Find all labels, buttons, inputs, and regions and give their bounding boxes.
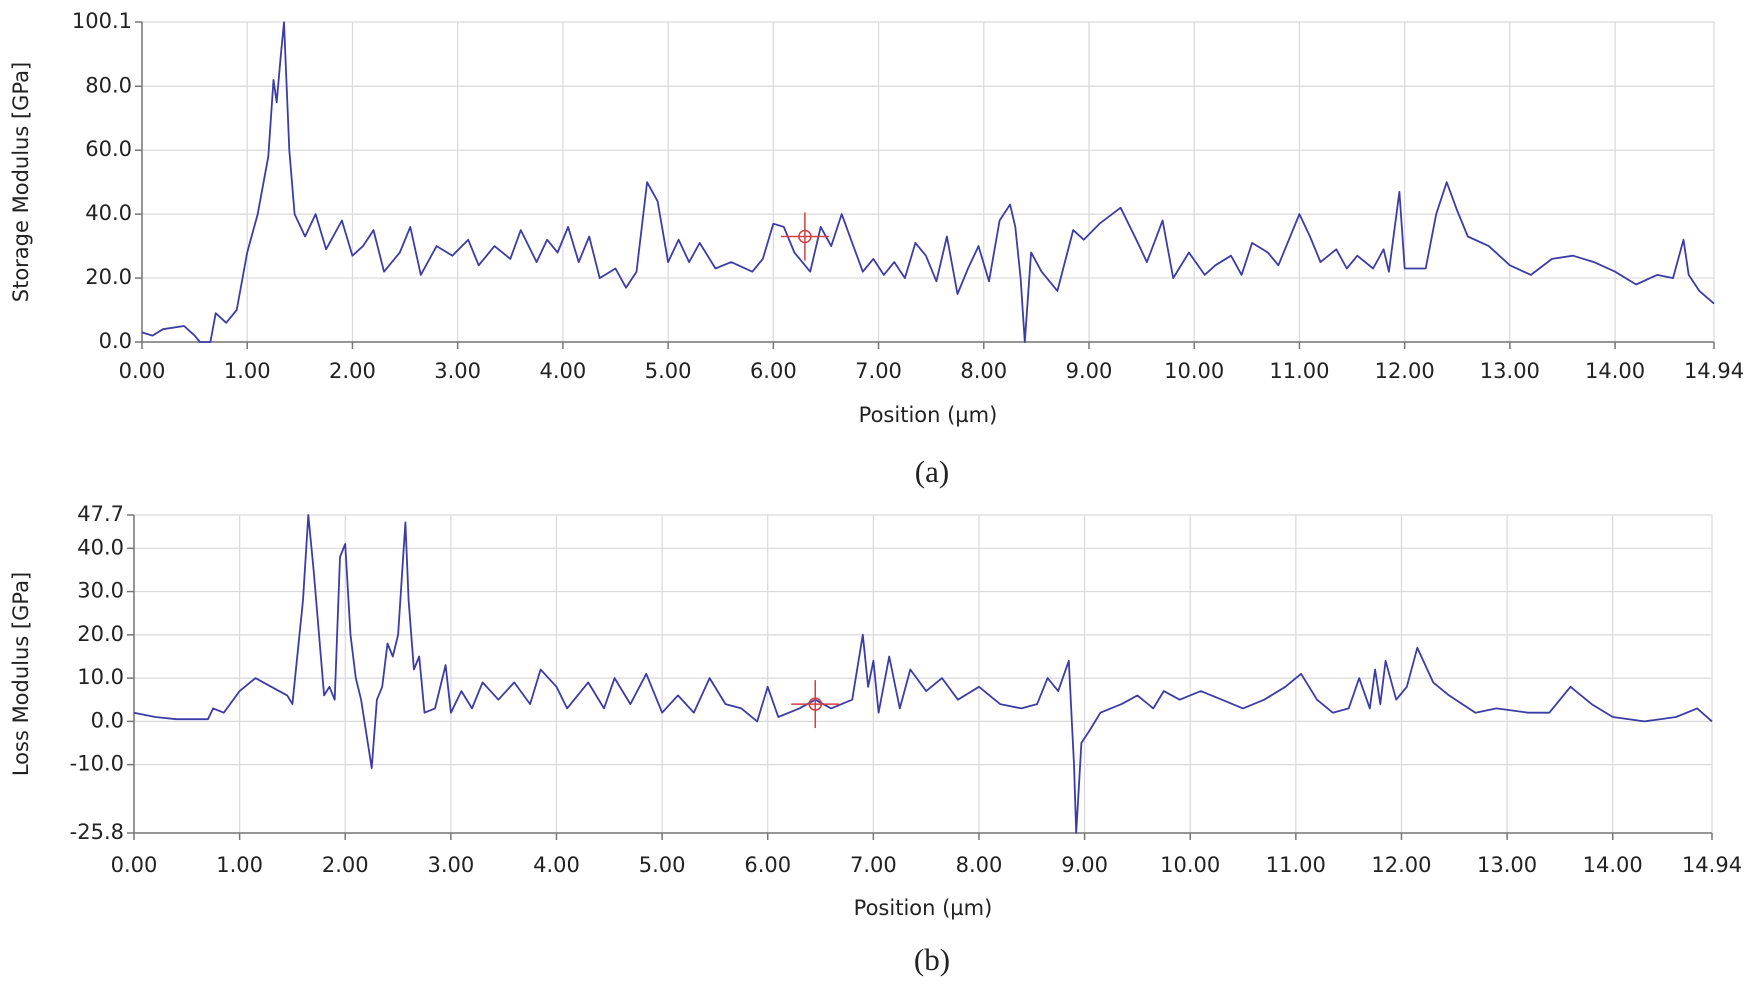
data-line <box>133 514 1713 834</box>
x-tick-label: 2.00 <box>329 359 376 383</box>
x-tick-label: 1.00 <box>216 853 263 877</box>
y-axis-label: Loss Modulus [GPa] <box>9 572 33 776</box>
cursor <box>791 680 840 729</box>
x-tick-label: 14.00 <box>1585 359 1645 383</box>
x-tick-label: 5.00 <box>645 359 692 383</box>
x-tick-label: 6.00 <box>750 359 797 383</box>
cursor-part <box>808 697 823 711</box>
x-tick-label: 7.00 <box>850 853 897 877</box>
y-tick-label: -25.8 <box>70 820 124 844</box>
x-tick-label: 0.00 <box>111 853 158 877</box>
y-tick-label: -10.0 <box>70 752 124 776</box>
y-tick-label: 0.0 <box>99 329 132 353</box>
x-tick-label: 4.00 <box>540 359 587 383</box>
data-line <box>141 21 1715 343</box>
y-tick-label: 10.0 <box>77 665 124 689</box>
x-tick-label: 5.00 <box>639 853 686 877</box>
x-tick-label: 11.00 <box>1269 359 1329 383</box>
y-tick-label: 20.0 <box>85 265 132 289</box>
x-axis-label: Position (µm) <box>859 403 998 427</box>
y-axis-label: Storage Modulus [GPa] <box>9 62 33 302</box>
x-tick-label: 7.00 <box>855 359 902 383</box>
x-tick-label: 6.00 <box>744 853 791 877</box>
x-tick-label: 3.00 <box>434 359 481 383</box>
x-tick-label: 11.00 <box>1266 853 1326 877</box>
x-tick-label: 2.00 <box>322 853 369 877</box>
y-tick-label: 0.0 <box>91 708 124 732</box>
x-tick-label: 12.00 <box>1375 359 1435 383</box>
x-tick-label: 14.00 <box>1583 853 1643 877</box>
x-tick-label: 12.00 <box>1371 853 1431 877</box>
y-tick-label: 30.0 <box>77 579 124 603</box>
caption: (b) <box>914 942 950 977</box>
x-tick-label: 0.00 <box>119 359 166 383</box>
x-tick-label: 8.00 <box>956 853 1003 877</box>
x-tick-label: 9.00 <box>1061 853 1108 877</box>
y-tick-label: 47.7 <box>77 502 124 526</box>
y-tick-label: 20.0 <box>77 622 124 646</box>
y-tick-label: 80.0 <box>85 73 132 97</box>
x-tick-label: 1.00 <box>224 359 271 383</box>
x-tick-label: 13.00 <box>1477 853 1537 877</box>
y-tick-label: 100.1 <box>72 9 132 33</box>
cursor <box>780 212 829 261</box>
caption: (a) <box>915 454 949 489</box>
x-tick-label: 4.00 <box>533 853 580 877</box>
x-tick-label: 10.00 <box>1160 853 1220 877</box>
cursor-part <box>798 229 812 244</box>
y-tick-label: 60.0 <box>85 137 132 161</box>
x-tick-label: 10.00 <box>1164 359 1224 383</box>
x-tick-label: 9.00 <box>1066 359 1113 383</box>
x-axis-label: Position (µm) <box>854 896 993 920</box>
x-tick-label: 14.94 <box>1682 853 1742 877</box>
x-tick-label: 13.00 <box>1480 359 1540 383</box>
x-tick-label: 8.00 <box>960 359 1007 383</box>
x-tick-label: 3.00 <box>427 853 474 877</box>
y-tick-label: 40.0 <box>77 535 124 559</box>
y-tick-label: 40.0 <box>85 201 132 225</box>
x-tick-label: 14.94 <box>1684 359 1744 383</box>
